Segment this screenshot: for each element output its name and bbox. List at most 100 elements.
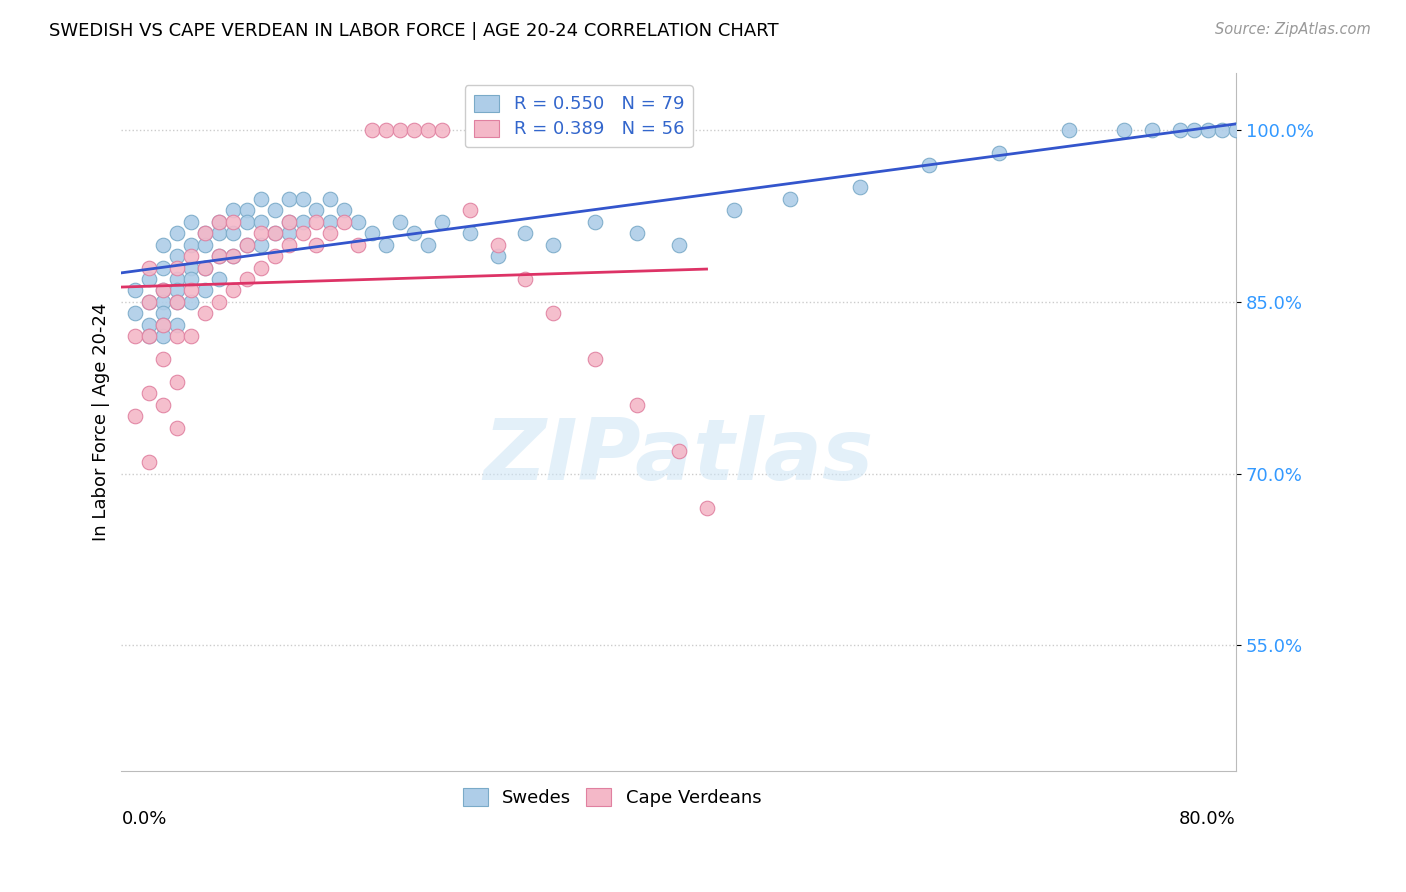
Point — [166, 226, 188, 240]
Point — [166, 294, 188, 309]
Point — [152, 329, 174, 343]
Point — [138, 329, 160, 343]
Point — [543, 306, 565, 320]
Point — [416, 123, 439, 137]
Legend: Swedes, Cape Verdeans: Swedes, Cape Verdeans — [456, 781, 768, 814]
Point — [277, 215, 299, 229]
Point — [583, 352, 606, 367]
Point — [402, 123, 425, 137]
Point — [208, 215, 231, 229]
Point — [208, 249, 231, 263]
Point — [124, 409, 146, 424]
Point — [249, 226, 271, 240]
Point — [138, 318, 160, 332]
Point — [236, 272, 259, 286]
Text: SWEDISH VS CAPE VERDEAN IN LABOR FORCE | AGE 20-24 CORRELATION CHART: SWEDISH VS CAPE VERDEAN IN LABOR FORCE |… — [49, 22, 779, 40]
Point — [277, 226, 299, 240]
Point — [222, 249, 245, 263]
Point — [236, 237, 259, 252]
Point — [305, 203, 328, 218]
Text: 0.0%: 0.0% — [121, 810, 167, 828]
Point — [263, 226, 285, 240]
Point — [249, 215, 271, 229]
Point — [347, 215, 370, 229]
Point — [389, 123, 412, 137]
Point — [1182, 123, 1205, 137]
Point — [918, 157, 941, 171]
Point — [319, 215, 342, 229]
Point — [291, 192, 314, 206]
Point — [180, 215, 202, 229]
Text: Source: ZipAtlas.com: Source: ZipAtlas.com — [1215, 22, 1371, 37]
Point — [152, 352, 174, 367]
Point — [236, 237, 259, 252]
Point — [152, 306, 174, 320]
Point — [222, 284, 245, 298]
Point — [249, 237, 271, 252]
Point — [152, 284, 174, 298]
Point — [194, 226, 217, 240]
Point — [152, 284, 174, 298]
Point — [319, 226, 342, 240]
Point — [1197, 123, 1219, 137]
Point — [236, 203, 259, 218]
Point — [583, 215, 606, 229]
Point — [138, 294, 160, 309]
Point — [375, 123, 398, 137]
Point — [1142, 123, 1164, 137]
Point — [138, 329, 160, 343]
Point — [1168, 123, 1191, 137]
Point — [180, 284, 202, 298]
Y-axis label: In Labor Force | Age 20-24: In Labor Force | Age 20-24 — [93, 302, 110, 541]
Point — [333, 203, 356, 218]
Point — [626, 398, 648, 412]
Point — [166, 329, 188, 343]
Point — [208, 249, 231, 263]
Point — [779, 192, 801, 206]
Point — [138, 272, 160, 286]
Point — [291, 226, 314, 240]
Point — [347, 237, 370, 252]
Point — [180, 260, 202, 275]
Point — [124, 306, 146, 320]
Point — [166, 249, 188, 263]
Point — [194, 260, 217, 275]
Point — [1057, 123, 1080, 137]
Point — [152, 398, 174, 412]
Point — [1211, 123, 1233, 137]
Point — [166, 318, 188, 332]
Point — [277, 215, 299, 229]
Point — [389, 215, 412, 229]
Point — [430, 215, 453, 229]
Point — [166, 421, 188, 435]
Point — [416, 237, 439, 252]
Point — [166, 260, 188, 275]
Point — [194, 284, 217, 298]
Point — [208, 226, 231, 240]
Text: 80.0%: 80.0% — [1180, 810, 1236, 828]
Point — [222, 215, 245, 229]
Point — [486, 249, 509, 263]
Point — [180, 237, 202, 252]
Point — [375, 237, 398, 252]
Point — [152, 318, 174, 332]
Point — [208, 294, 231, 309]
Point — [543, 237, 565, 252]
Point — [166, 294, 188, 309]
Point — [1225, 123, 1247, 137]
Point — [208, 215, 231, 229]
Point — [277, 192, 299, 206]
Point — [194, 237, 217, 252]
Point — [458, 226, 481, 240]
Point — [988, 146, 1011, 161]
Point — [515, 272, 537, 286]
Point — [180, 272, 202, 286]
Point — [124, 284, 146, 298]
Point — [152, 237, 174, 252]
Point — [222, 226, 245, 240]
Point — [515, 226, 537, 240]
Point — [194, 226, 217, 240]
Point — [696, 500, 718, 515]
Point — [152, 260, 174, 275]
Point — [249, 260, 271, 275]
